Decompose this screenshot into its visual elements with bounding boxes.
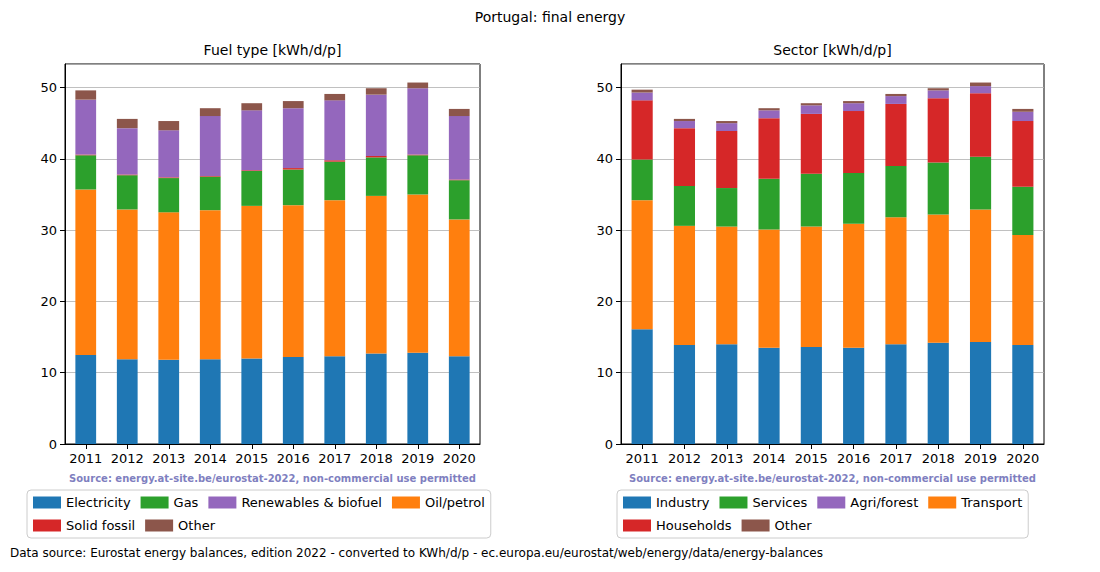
svg-text:Households: Households	[656, 518, 732, 533]
svg-text:Electricity: Electricity	[66, 495, 131, 510]
svg-text:2011: 2011	[626, 451, 659, 466]
svg-text:30: 30	[40, 223, 57, 238]
svg-text:2014: 2014	[753, 451, 786, 466]
svg-text:2020: 2020	[1006, 451, 1039, 466]
svg-text:2020: 2020	[443, 451, 476, 466]
svg-text:2016: 2016	[837, 451, 870, 466]
svg-text:2019: 2019	[964, 451, 997, 466]
svg-text:30: 30	[596, 223, 613, 238]
svg-text:Gas: Gas	[174, 495, 199, 510]
svg-text:20: 20	[40, 294, 57, 309]
svg-text:Renewables & biofuel: Renewables & biofuel	[241, 495, 382, 510]
svg-text:Fuel type [kWh/d/p]: Fuel type [kWh/d/p]	[204, 42, 342, 58]
svg-text:2013: 2013	[710, 451, 743, 466]
svg-text:Solid fossil: Solid fossil	[66, 518, 135, 533]
svg-text:Transport: Transport	[960, 495, 1022, 510]
svg-text:2014: 2014	[194, 451, 227, 466]
svg-text:20: 20	[596, 294, 613, 309]
svg-text:2015: 2015	[235, 451, 268, 466]
svg-text:40: 40	[40, 151, 57, 166]
svg-text:Services: Services	[752, 495, 807, 510]
svg-text:2012: 2012	[111, 451, 144, 466]
svg-text:Other: Other	[178, 518, 216, 533]
svg-text:10: 10	[40, 365, 57, 380]
svg-text:Portugal: final energy: Portugal: final energy	[475, 9, 626, 25]
svg-text:2016: 2016	[277, 451, 310, 466]
svg-text:2017: 2017	[318, 451, 351, 466]
svg-text:2012: 2012	[668, 451, 701, 466]
svg-text:50: 50	[596, 80, 613, 95]
svg-text:2015: 2015	[795, 451, 828, 466]
svg-text:0: 0	[49, 437, 57, 452]
svg-text:Industry: Industry	[656, 495, 710, 510]
svg-text:Sector [kWh/d/p]: Sector [kWh/d/p]	[773, 42, 891, 58]
svg-text:2011: 2011	[69, 451, 102, 466]
svg-text:50: 50	[40, 80, 57, 95]
svg-text:2019: 2019	[401, 451, 434, 466]
svg-text:2013: 2013	[152, 451, 185, 466]
svg-text:10: 10	[596, 365, 613, 380]
svg-text:2017: 2017	[879, 451, 912, 466]
svg-text:Source: energy.at-site.be/euro: Source: energy.at-site.be/eurostat-2022,…	[69, 473, 476, 484]
svg-text:0: 0	[605, 437, 613, 452]
svg-text:2018: 2018	[360, 451, 393, 466]
svg-text:Oil/petrol: Oil/petrol	[425, 495, 485, 510]
svg-text:2018: 2018	[922, 451, 955, 466]
svg-text:Other: Other	[775, 518, 813, 533]
svg-text:40: 40	[596, 151, 613, 166]
svg-text:Source: energy.at-site.be/euro: Source: energy.at-site.be/eurostat-2022,…	[629, 473, 1036, 484]
svg-text:Data source: Eurostat energy b: Data source: Eurostat energy balances, e…	[10, 546, 823, 560]
svg-text:Agri/forest: Agri/forest	[850, 495, 918, 510]
